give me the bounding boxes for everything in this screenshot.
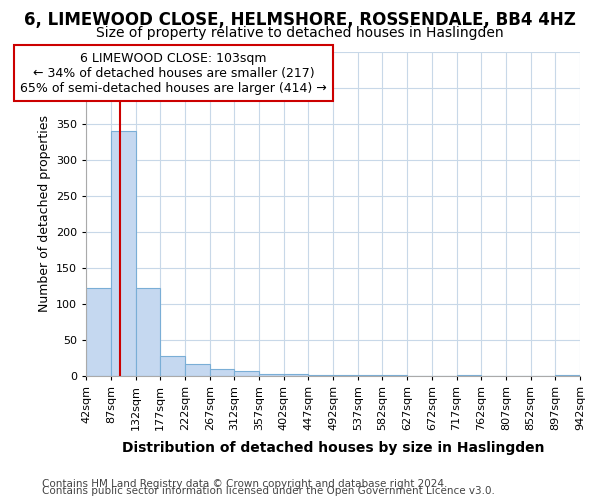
X-axis label: Distribution of detached houses by size in Haslingden: Distribution of detached houses by size …: [122, 441, 544, 455]
Bar: [209, 370, 235, 376]
Bar: [235, 372, 259, 376]
Bar: [556, 375, 580, 376]
Text: 6 LIMEWOOD CLOSE: 103sqm
← 34% of detached houses are smaller (217)
65% of semi-: 6 LIMEWOOD CLOSE: 103sqm ← 34% of detach…: [20, 52, 327, 94]
Bar: [86, 288, 111, 376]
Text: 6, LIMEWOOD CLOSE, HELMSHORE, ROSSENDALE, BB4 4HZ: 6, LIMEWOOD CLOSE, HELMSHORE, ROSSENDALE…: [24, 11, 576, 29]
Bar: [185, 364, 209, 376]
Text: Contains HM Land Registry data © Crown copyright and database right 2024.: Contains HM Land Registry data © Crown c…: [42, 479, 448, 489]
Bar: [284, 374, 308, 376]
Bar: [259, 374, 284, 376]
Bar: [457, 375, 481, 376]
Text: Size of property relative to detached houses in Haslingden: Size of property relative to detached ho…: [96, 26, 504, 40]
Bar: [308, 375, 333, 376]
Bar: [333, 375, 358, 376]
Text: Contains public sector information licensed under the Open Government Licence v3: Contains public sector information licen…: [42, 486, 495, 496]
Bar: [111, 131, 136, 376]
Bar: [382, 375, 407, 376]
Bar: [160, 356, 185, 376]
Bar: [136, 288, 160, 376]
Bar: [358, 375, 382, 376]
Y-axis label: Number of detached properties: Number of detached properties: [38, 115, 50, 312]
